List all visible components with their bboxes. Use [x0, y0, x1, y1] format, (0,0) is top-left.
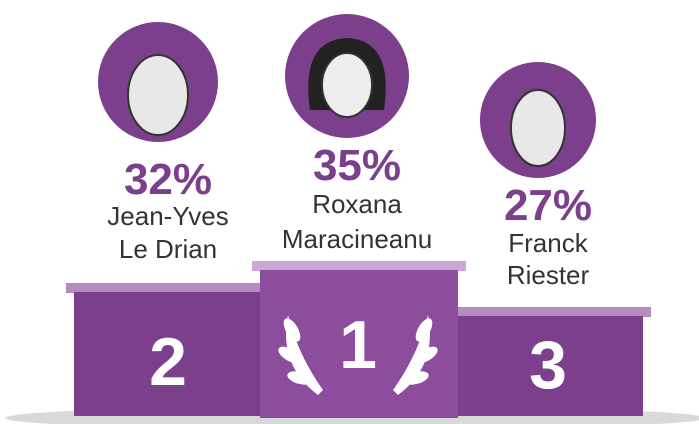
face — [511, 90, 565, 166]
rank: 1 — [339, 307, 377, 383]
name: Roxana — [312, 189, 402, 219]
name: Le Drian — [119, 234, 217, 264]
rank: 3 — [529, 327, 567, 403]
podium-infographic: 32% Jean-Yves Le Drian 2 35% Roxana Mara… — [0, 0, 699, 424]
percent: 32% — [124, 155, 212, 204]
name: Franck — [508, 228, 588, 258]
block-top — [458, 307, 651, 317]
name: Riester — [507, 260, 590, 290]
percent: 27% — [504, 181, 592, 230]
percent: 35% — [313, 141, 401, 190]
face — [128, 55, 188, 135]
rank: 2 — [149, 324, 187, 400]
face — [322, 53, 372, 117]
name: Jean-Yves — [107, 201, 228, 231]
block-top — [252, 261, 466, 271]
block-top — [66, 283, 261, 293]
name: Maracineanu — [282, 224, 432, 254]
